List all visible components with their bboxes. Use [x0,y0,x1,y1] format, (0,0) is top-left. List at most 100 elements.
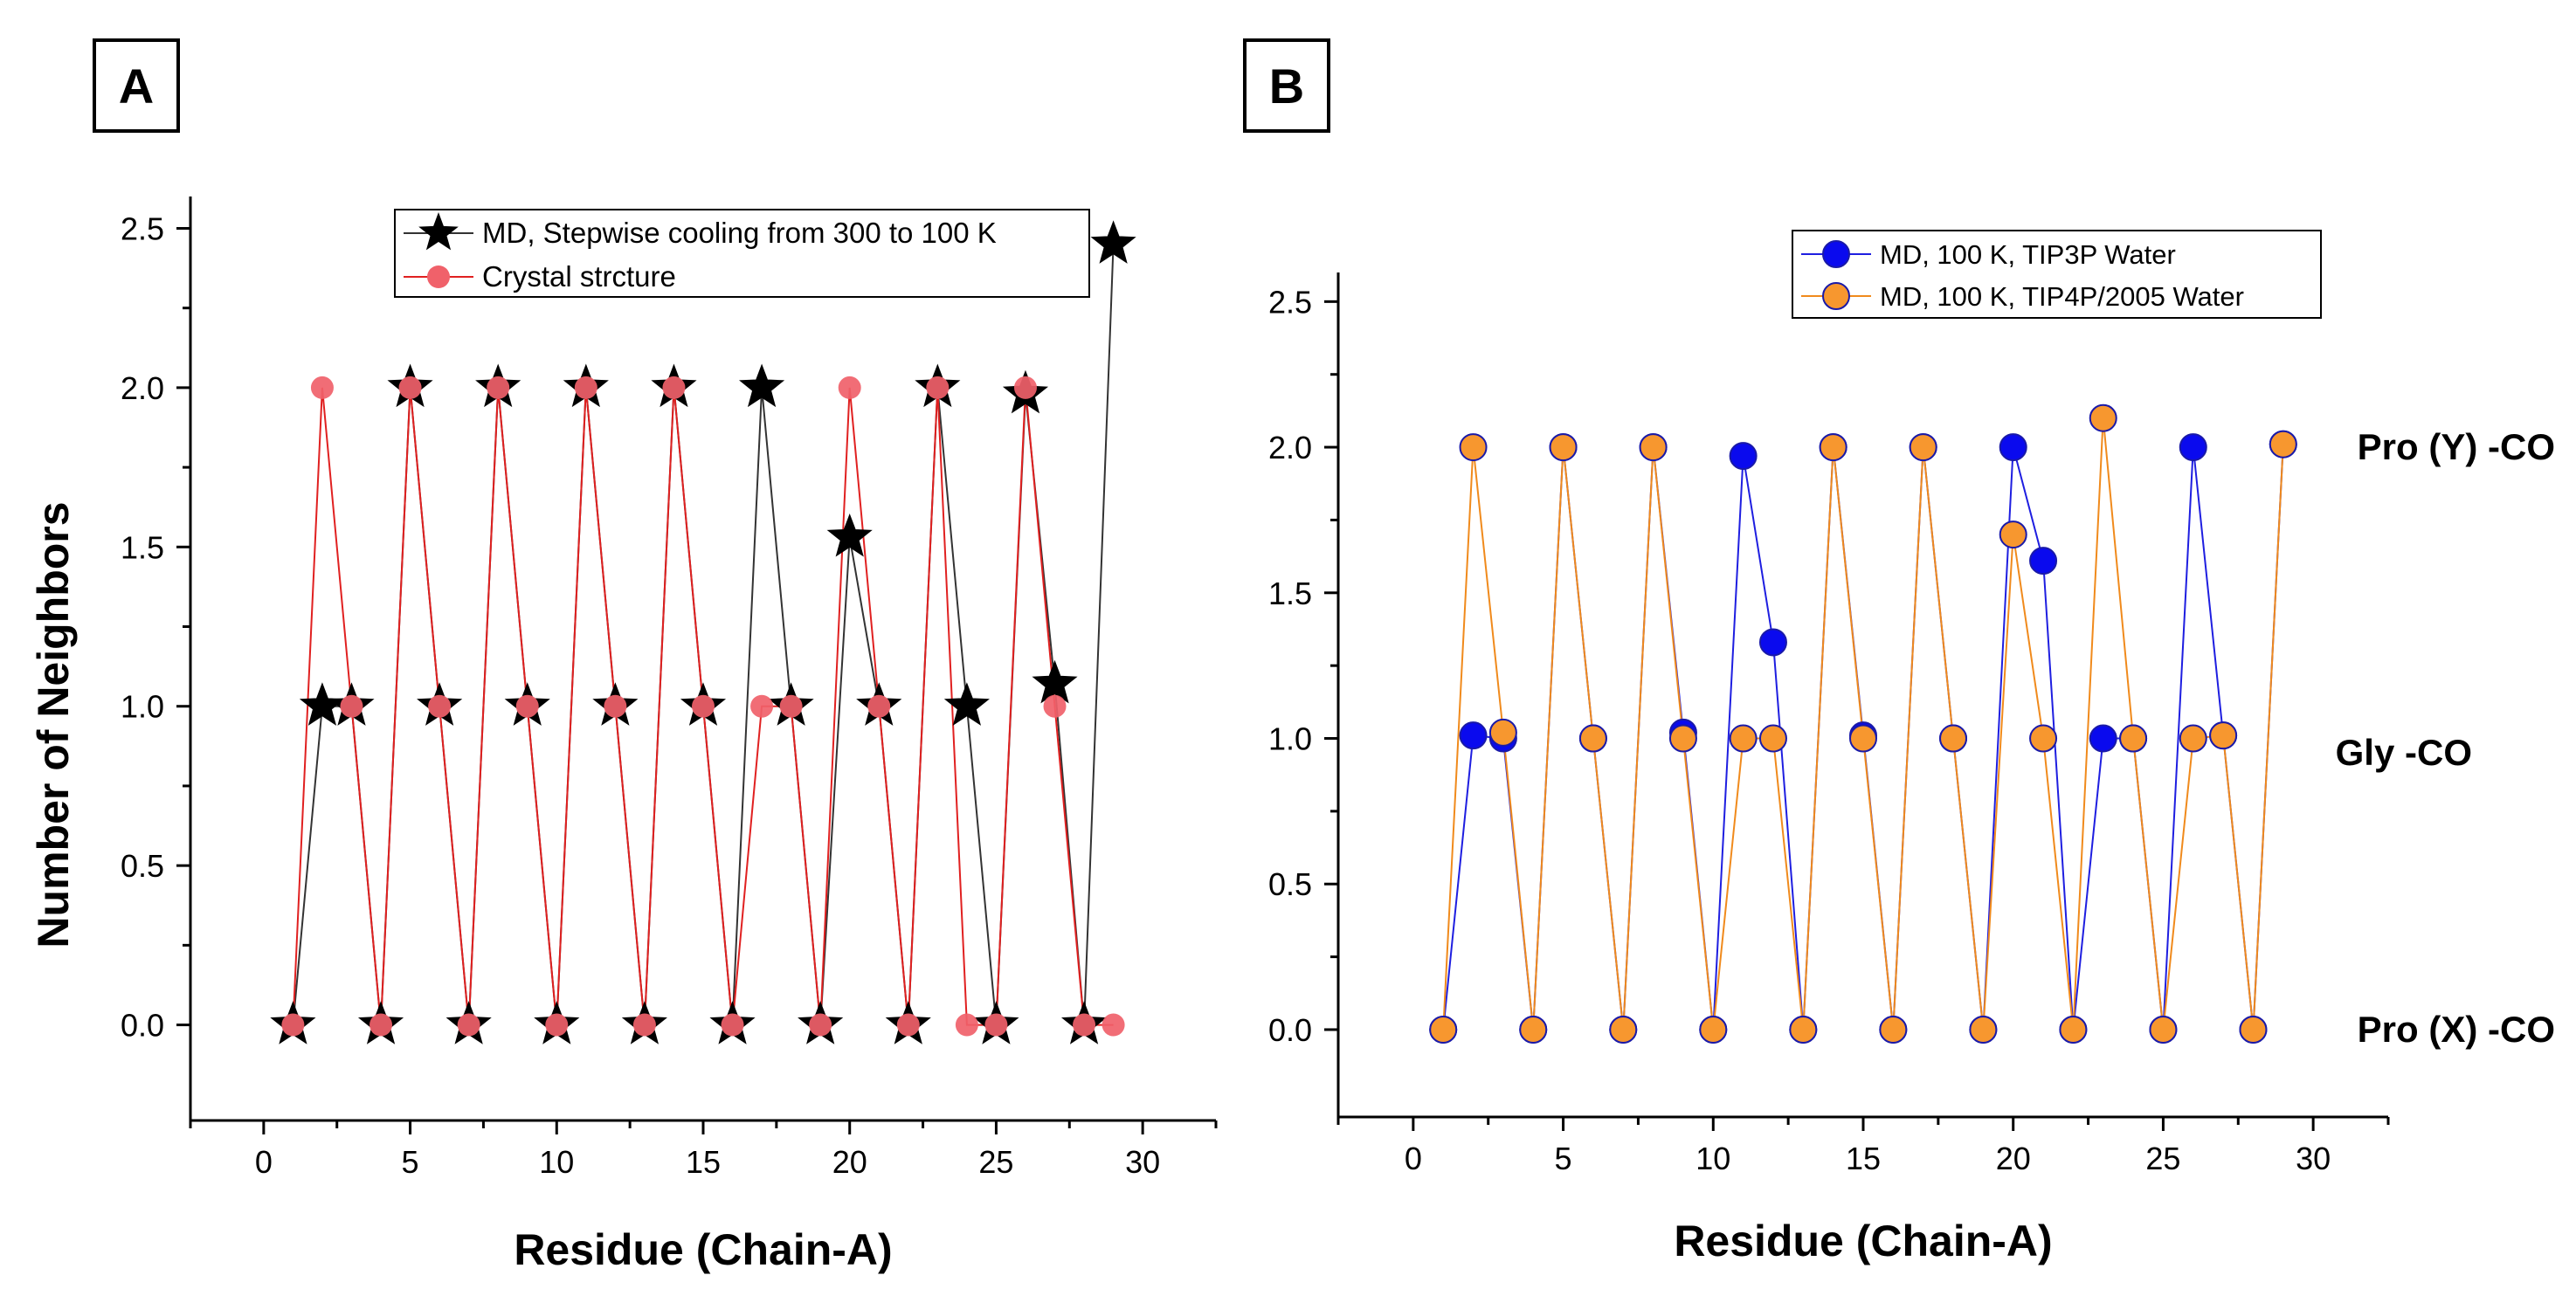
x-tick-label: 5 [1555,1141,1572,1176]
x-tick-label: 15 [1846,1141,1881,1176]
data-point [984,1013,1008,1037]
data-point [604,694,627,718]
panel-label: A [119,59,154,114]
panel-badge-box [93,38,180,133]
y-tick-label: 0.0 [121,1008,164,1044]
x-tick-label: 20 [832,1144,867,1180]
panel-label: B [1269,59,1304,114]
panel-b: B 0 5 10 15 20 25 30 0.0 0.5 1.0 1.5 2.0 2.5 Residue (… [1243,38,2555,1265]
data-point [1699,1015,1728,1044]
x-tick-label: 0 [255,1144,273,1180]
data-point [1578,724,1607,753]
data-point [2179,724,2207,753]
data-point [1549,433,1578,462]
data-point [2029,724,2058,753]
legend-marker-circle [1822,240,1850,268]
data-point [1969,1015,1998,1044]
data-point [1909,433,1937,462]
data-point [1090,220,1136,264]
x-tick-label: 30 [2296,1141,2331,1176]
data-point [457,1013,480,1037]
panel-a: A 0 5 10 15 20 25 30 0.0 0.5 1.0 1.5 2.0 2.5 Residue (… [29,38,1218,1274]
data-point [1849,724,1877,753]
data-point [1729,442,1758,471]
x-tick-label: 5 [402,1144,419,1180]
legend-marker-star [418,212,459,251]
legend-entry: MD, Stepwise cooling from 300 to 100 K [482,217,997,249]
y-tick-label: 2.0 [1268,430,1312,465]
data-point [2029,547,2058,576]
x-tick-label: 20 [1996,1141,2031,1176]
data-point [574,376,597,399]
data-point [428,694,452,718]
x-tick-label: 25 [2145,1141,2180,1176]
legend-entry: Crystal strcture [482,260,676,293]
y-tick-label: 1.0 [1268,721,1312,757]
data-point [1639,433,1668,462]
data-point [2059,1015,2088,1044]
data-point [2239,1015,2268,1044]
data-point [1789,1015,1818,1044]
data-point [826,513,873,557]
data-point [838,376,861,399]
data-point [943,682,990,726]
data-point [721,1013,744,1037]
y-tick-label: 1.0 [121,689,164,725]
data-point [515,694,539,718]
data-point [692,694,715,718]
legend-entry: MD, 100 K, TIP3P Water [1880,239,2176,270]
y-tick-label: 2.5 [121,210,164,246]
data-point [896,1013,920,1037]
data-point [2089,403,2117,432]
data-point [1013,376,1037,399]
data-point [1073,1013,1096,1037]
y-tick-label: 0.5 [1268,866,1312,902]
data-point [1729,724,1758,753]
y-axis-title: Number of Neighbors [29,501,78,948]
data-point [1609,1015,1638,1044]
data-point [487,376,510,399]
data-point [2269,430,2297,458]
data-point [779,694,803,718]
data-point [1429,1015,1458,1044]
x-tick-label: 10 [539,1144,574,1180]
x-tick-label: 0 [1405,1141,1422,1176]
data-point [398,376,422,399]
legend-marker-circle [1822,282,1850,310]
data-point [2209,721,2238,750]
data-point [2089,724,2117,753]
data-point [310,376,334,399]
data-point [955,1013,978,1037]
x-axis-title: Residue (Chain-A) [514,1225,892,1274]
data-point [1459,433,1488,462]
x-tick-label: 25 [978,1144,1013,1180]
data-point [1519,1015,1548,1044]
data-point [1999,521,2027,549]
data-point [340,694,363,718]
data-point [2119,724,2148,753]
x-tick-label: 15 [686,1144,721,1180]
data-point [739,363,785,408]
data-point [2149,1015,2178,1044]
data-point [1758,724,1787,753]
data-point [281,1013,305,1037]
legend-marker-circle [427,265,450,288]
y-tick-label: 2.5 [1268,284,1312,320]
y-tick-label: 1.5 [121,529,164,565]
legend-box [394,209,1090,298]
data-point [545,1013,569,1037]
series-line-0 [292,244,1115,1025]
y-tick-label: 0.5 [121,848,164,884]
data-point [1102,1013,1125,1037]
data-point [1819,433,1847,462]
legend-box [1792,230,2322,319]
data-point [1939,724,1968,753]
y-tick-label: 0.0 [1268,1012,1312,1048]
data-point [750,694,774,718]
x-tick-label: 30 [1125,1144,1160,1180]
annotation: Pro (Y) -CO [2358,426,2555,467]
data-point [1879,1015,1908,1044]
data-point [1488,718,1517,747]
